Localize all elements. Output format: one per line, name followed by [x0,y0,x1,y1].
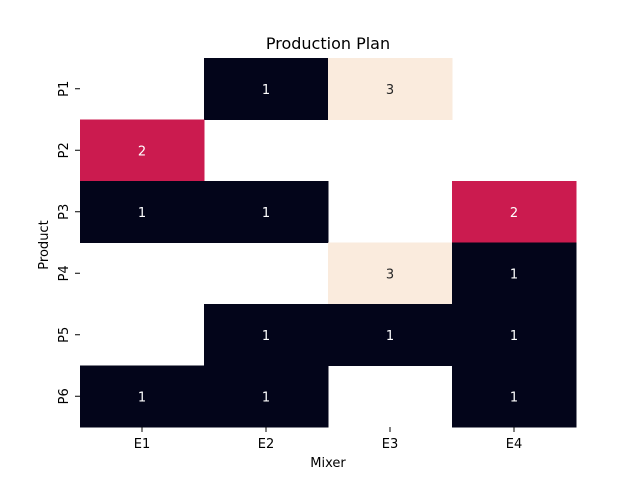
y-tick-label: P1 [57,81,72,97]
cell-value-label: 1 [262,329,270,344]
cell-value-label: 1 [510,267,518,282]
y-axis-ticks: P1 P2 P3 P4 P5 P6 [57,81,80,404]
y-tick-label: P2 [57,142,72,158]
cell-value-label: 3 [386,83,394,98]
cell-value-label: 2 [510,206,518,221]
x-tick-label: E3 [382,437,399,452]
heatmap-cell-P5-E2 [204,304,329,366]
heatmap-cell-P5-E4 [452,304,577,366]
cell-value-label: 1 [262,206,270,221]
cell-value-label: 1 [386,329,394,344]
cell-value-label: 1 [138,206,146,221]
chart-title: Production Plan [266,34,390,53]
heatmap-cell-P5-E3 [328,304,453,366]
x-tick-label: E1 [134,437,151,452]
y-tick-label: P4 [57,265,72,281]
x-axis-ticks: E1 E2 E3 E4 [134,427,523,452]
heatmap-cell-P4-E3 [328,242,453,305]
heatmap-annotations: 1 3 2 1 1 2 3 1 1 1 1 1 1 1 [138,83,518,406]
cell-value-label: 1 [262,83,270,98]
y-tick-label: P6 [57,388,72,404]
heatmap-cell-P6-E4 [452,365,577,428]
cell-value-label: 2 [138,144,146,159]
heatmap-cell-P6-E1 [80,365,205,428]
heatmap-cell-P3-E4 [452,181,577,243]
y-tick-label: P5 [57,327,72,343]
heatmap-cell-P4-E4 [452,242,577,305]
y-axis-label: Product [37,220,52,269]
cell-value-label: 3 [386,267,394,282]
heatmap-cell-P3-E2 [204,181,329,243]
cell-value-label: 1 [138,390,146,405]
heatmap-cell-P6-E2 [204,365,329,428]
heatmap-cell-P1-E3 [328,58,453,120]
cell-value-label: 1 [510,390,518,405]
x-tick-label: E4 [506,437,523,452]
heatmap-cells [80,58,577,428]
cell-value-label: 1 [510,329,518,344]
cell-value-label: 1 [262,390,270,405]
x-axis-label: Mixer [310,456,346,471]
y-tick-label: P3 [57,204,72,220]
heatmap-cell-P3-E1 [80,181,205,243]
heatmap-cell-P2-E1 [80,119,205,182]
heatmap-cell-P1-E2 [204,58,329,120]
x-tick-label: E2 [258,437,275,452]
